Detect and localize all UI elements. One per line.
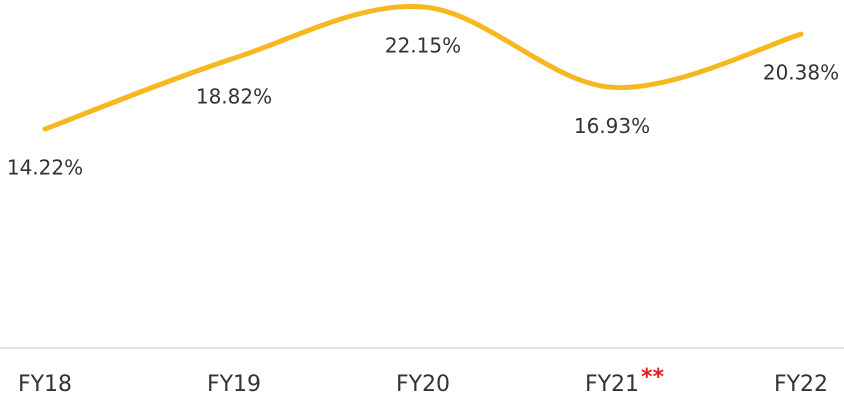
x-tick-label: FY20 <box>396 372 450 397</box>
x-tick-label: FY22 <box>774 372 828 397</box>
annotation: ** <box>641 365 665 390</box>
x-tick-label: FY19 <box>207 372 261 397</box>
data-label: 14.22% <box>7 156 83 180</box>
data-label: 22.15% <box>385 33 461 57</box>
data-label: 18.82% <box>196 85 272 109</box>
x-tick-label: FY18 <box>18 372 72 397</box>
line <box>42 3 804 132</box>
data-label: 16.93% <box>574 114 650 138</box>
data-label: 20.38% <box>763 61 839 85</box>
x-tick-label: FY21 <box>585 372 639 397</box>
